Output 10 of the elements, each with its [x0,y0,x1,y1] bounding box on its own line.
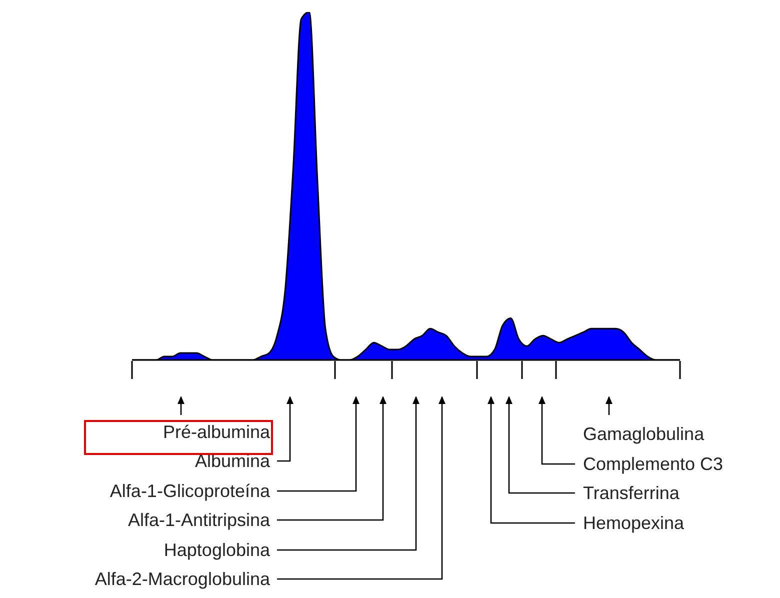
text: Transferrina [583,483,680,503]
text: Alfa-1-Glicoproteína [110,481,271,501]
text: Alfa-1-Antitripsina [128,510,271,530]
text: Haptoglobina [164,540,271,560]
text: Hemopexina [583,513,686,533]
text: Pré-albumina [162,422,271,442]
text: Gamaglobulina [583,424,706,444]
text: Complemento C3 [583,454,724,474]
text: Alfa-2-Macroglobulina [94,569,271,589]
text: Albumina [194,451,271,471]
